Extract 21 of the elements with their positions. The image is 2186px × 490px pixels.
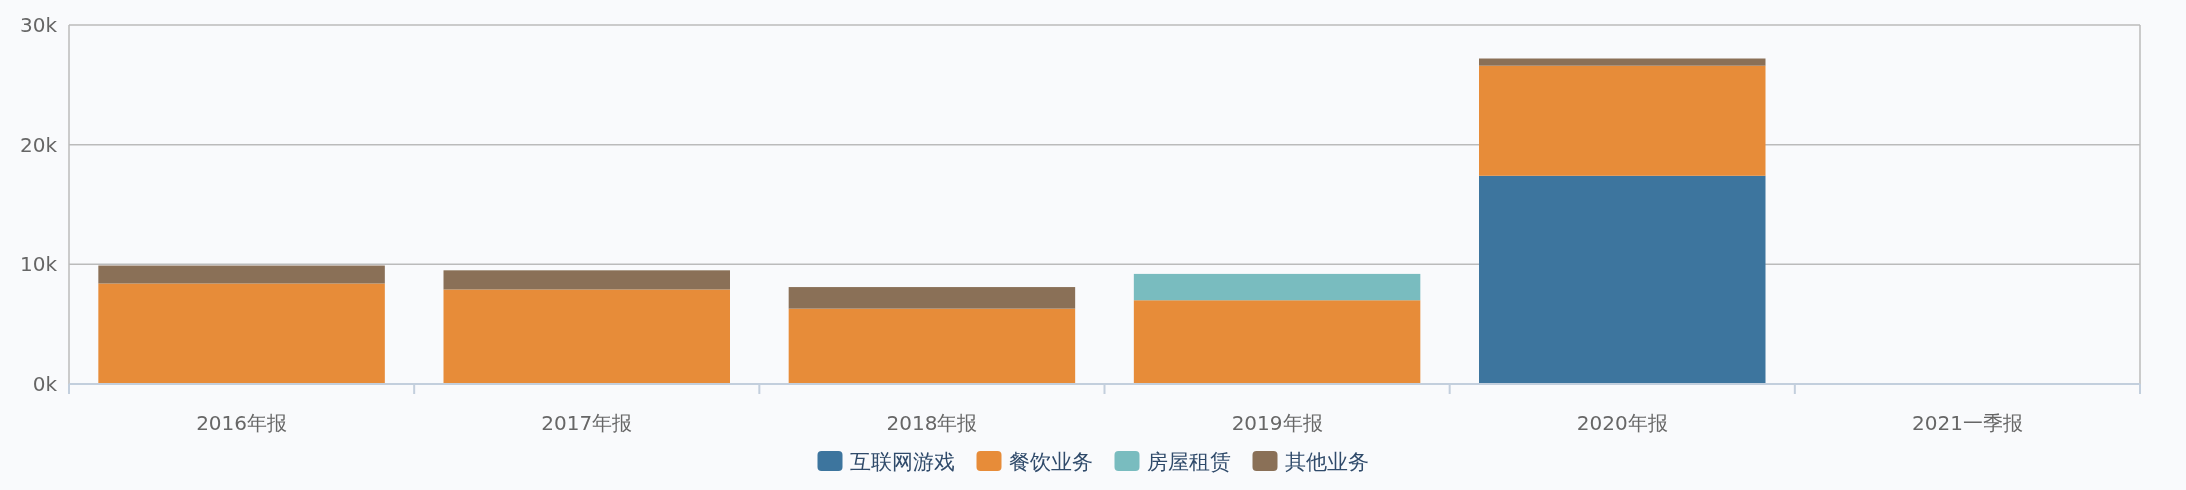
bar: [443, 289, 730, 384]
bar: [788, 308, 1076, 384]
x-tick-label: 2019年报: [1231, 411, 1323, 435]
bar: [1479, 58, 1766, 66]
x-tick-label: 2017年报: [541, 411, 633, 435]
bar: [98, 283, 385, 384]
x-tick-label: 2018年报: [886, 411, 978, 435]
legend-label: 房屋租赁: [1146, 450, 1231, 474]
x-tick-label: 2020年报: [1576, 411, 1668, 435]
x-tick-label: 2016年报: [196, 411, 288, 435]
y-tick-label: 10k: [19, 252, 58, 277]
y-tick-label: 0k: [32, 372, 58, 396]
legend-label: 餐饮业务: [1008, 450, 1093, 474]
bar: [98, 265, 385, 284]
bar: [788, 287, 1076, 309]
legend-label: 其他业务: [1284, 450, 1369, 474]
x-tick-label: 2021一季报: [1911, 411, 2023, 435]
y-tick-label: 20k: [19, 132, 58, 157]
legend-label: 互联网游戏: [849, 450, 955, 474]
y-tick-label: 30k: [19, 13, 58, 37]
bar: [443, 270, 730, 290]
